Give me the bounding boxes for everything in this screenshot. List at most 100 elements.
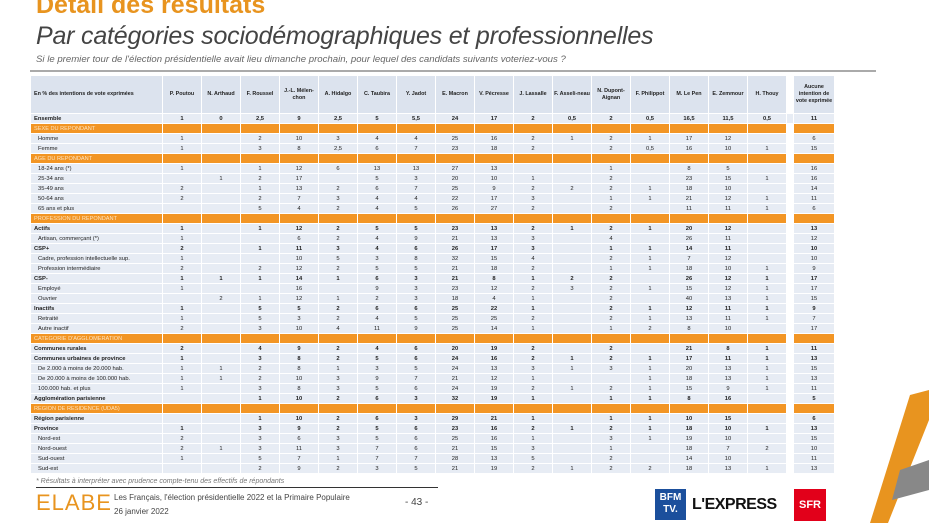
table-cell — [319, 404, 357, 413]
table-cell — [631, 214, 669, 223]
table-cell: 10 — [280, 134, 318, 143]
table-cell — [202, 134, 240, 143]
table-cell: 25 — [436, 134, 474, 143]
table-cell: 14 — [670, 244, 708, 253]
table-cell — [553, 344, 591, 353]
table-cell: 6 — [397, 354, 435, 363]
table-cell: 21 — [436, 234, 474, 243]
table-cell — [514, 154, 552, 163]
table-cell: 2 — [592, 204, 630, 213]
table-cell — [553, 254, 591, 263]
table-cell: 20 — [670, 364, 708, 373]
page-subtitle: Par catégories sociodémographiques et pr… — [36, 22, 654, 50]
table-cell: 1 — [553, 364, 591, 373]
table-cell: 1 — [163, 164, 201, 173]
table-row: Agglomération parisienne 1 10 2 6 3 32 19 1 1 1 8 16… — [31, 394, 834, 403]
column-header: Aucune intention de vote exprimée — [794, 76, 834, 113]
table-row: 50-64 ans 2 2 7 3 4 4 22 17 3 1 1 21 12 1 11 — [31, 194, 834, 203]
column-gap — [787, 324, 793, 333]
table-cell — [475, 154, 513, 163]
table-row: Retraité 1 5 3 2 4 5 25 25 2 2 1 13 11 1 7 — [31, 314, 834, 323]
table-cell — [553, 194, 591, 203]
table-cell: 6 — [358, 144, 396, 153]
table-cell: 3 — [397, 284, 435, 293]
row-label: 50-64 ans — [31, 194, 162, 203]
table-cell: 18 — [670, 264, 708, 273]
table-row: Actifs 1 1 12 2 5 5 23 13 2 1 2 1 20 12 13 — [31, 224, 834, 233]
table-row: 65 ans et plus 5 4 2 4 5 26 27 2 2 11 11 1 6 — [31, 204, 834, 213]
table-cell: 17 — [670, 354, 708, 363]
column-gap — [787, 184, 793, 193]
table-cell: 2 — [319, 304, 357, 313]
table-cell: 6 — [397, 344, 435, 353]
table-cell: 20 — [670, 224, 708, 233]
table-cell — [163, 404, 201, 413]
table-cell: 6 — [397, 244, 435, 253]
table-cell: 8 — [709, 344, 747, 353]
table-cell: 24 — [436, 114, 474, 123]
table-cell: 12 — [709, 254, 747, 263]
table-cell: 2,5 — [241, 114, 279, 123]
table-cell: 2 — [319, 394, 357, 403]
row-label: 35-49 ans — [31, 184, 162, 193]
table-cell — [319, 154, 357, 163]
table-cell: 2 — [241, 134, 279, 143]
table-cell: 2 — [514, 424, 552, 433]
table-cell — [397, 214, 435, 223]
table-cell: 3 — [319, 244, 357, 253]
table-cell: 2 — [319, 464, 357, 473]
column-header: N. Dupont-Aignan — [592, 76, 630, 113]
table-cell: 13 — [475, 364, 513, 373]
table-cell: 1 — [241, 274, 279, 283]
table-cell: 1 — [592, 414, 630, 423]
table-cell — [163, 174, 201, 183]
table-cell: 8 — [397, 254, 435, 263]
table-cell — [436, 334, 474, 343]
table-cell: 2 — [319, 354, 357, 363]
table-cell — [592, 334, 630, 343]
table-cell: 20 — [436, 344, 474, 353]
table-row: Homme 1 2 10 3 4 4 25 16 2 1 2 1 17 12 6 — [31, 134, 834, 143]
table-cell: 1 — [163, 114, 201, 123]
table-cell: 1 — [631, 264, 669, 273]
table-cell: 17 — [280, 174, 318, 183]
table-cell: 3 — [319, 374, 357, 383]
table-cell: 1 — [514, 294, 552, 303]
table-cell: 19 — [475, 464, 513, 473]
table-cell: 2,5 — [319, 144, 357, 153]
table-cell: 7 — [670, 254, 708, 263]
table-cell: 24 — [436, 384, 474, 393]
table-cell: 1 — [592, 444, 630, 453]
table-cell: 22 — [436, 194, 474, 203]
table-cell — [631, 404, 669, 413]
column-gap — [787, 404, 793, 413]
table-row: Ouvrier 2 1 12 1 2 3 18 4 1 2 40 13 1 15 — [31, 294, 834, 303]
table-cell: 23 — [436, 224, 474, 233]
table-cell: 3 — [241, 444, 279, 453]
table-row: Femme 1 3 8 2,5 6 7 23 18 2 2 0,5 16 10 1 15 — [31, 144, 834, 153]
column-header: E. Zemmour — [709, 76, 747, 113]
table-cell — [397, 334, 435, 343]
table-cell: 2 — [163, 264, 201, 273]
table-cell — [280, 214, 318, 223]
table-cell: 10 — [670, 414, 708, 423]
table-cell: 26 — [436, 244, 474, 253]
table-cell: 1 — [163, 144, 201, 153]
table-cell: 5 — [397, 204, 435, 213]
table-cell: 1 — [553, 354, 591, 363]
table-cell: 8 — [280, 364, 318, 373]
table-cell: 0,5 — [553, 114, 591, 123]
table-cell: 10 — [709, 434, 747, 443]
table-cell: 13 — [794, 224, 834, 233]
table-cell — [631, 294, 669, 303]
column-gap — [787, 214, 793, 223]
table-cell: 17 — [475, 114, 513, 123]
table-cell: 1 — [631, 224, 669, 233]
table-cell — [202, 234, 240, 243]
table-cell — [202, 154, 240, 163]
table-cell: 21 — [475, 414, 513, 423]
page-title: Détail des résultats — [36, 0, 266, 19]
table-cell — [202, 194, 240, 203]
column-gap — [787, 454, 793, 463]
table-cell — [202, 164, 240, 173]
